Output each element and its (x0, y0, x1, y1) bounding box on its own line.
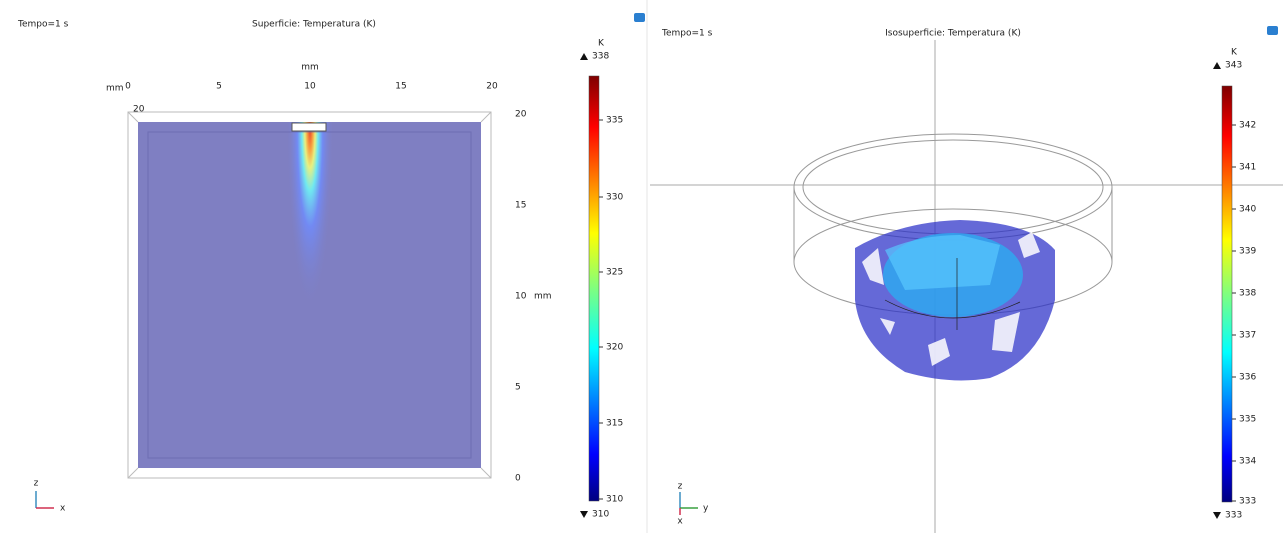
x-tick: 5 (216, 82, 222, 92)
z-tick: 0 (515, 474, 521, 484)
colorbar-tick: 340 (1239, 205, 1256, 215)
plot-title: Superficie: Temperatura (K) (252, 20, 376, 30)
colorbar-min: 333 (1225, 511, 1242, 521)
x-unit: mm (301, 63, 319, 73)
camera-icon[interactable] (634, 13, 645, 22)
camera-icon[interactable] (1267, 26, 1278, 35)
colorbar-unit: K (598, 39, 605, 49)
x-tick: 20 (486, 82, 498, 92)
colorbar-tick: 342 (1239, 121, 1256, 131)
colorbar-tick: 336 (1239, 373, 1256, 383)
time-label: Tempo=1 s (17, 20, 69, 30)
colorbar-unit: K (1231, 48, 1238, 58)
heat-source (292, 123, 326, 131)
min-marker (1213, 512, 1221, 519)
axis-label: z (678, 482, 683, 492)
plot-title: Isosuperficie: Temperatura (K) (885, 29, 1021, 39)
colorbar-tick: 339 (1239, 247, 1256, 257)
colorbar-ticks (599, 120, 603, 499)
colorbar-tick: 341 (1239, 163, 1256, 173)
body: Tempo=1 s Superficie: Temperatura (K) mm… (0, 0, 1283, 533)
time-label: Tempo=1 s (661, 29, 713, 39)
frame-edge (481, 112, 491, 122)
axis-label: x (60, 504, 66, 514)
axis-label: y (703, 504, 709, 514)
frame-edge (481, 468, 491, 478)
axis-label: z (34, 479, 39, 489)
colorbar-min: 310 (592, 510, 609, 520)
x-tick: 10 (304, 82, 316, 92)
colorbar-tick: 325 (606, 268, 623, 278)
axis-label: x (677, 517, 683, 527)
colorbar-tick: 335 (1239, 415, 1256, 425)
colorbar-tick: 320 (606, 343, 623, 353)
page: {"panels": [ {"time": "Tempo=1 s", "titl… (0, 0, 1283, 533)
colorbar-ticks: 342 341 340 339 338 337 336 335 334 333 (1232, 121, 1256, 507)
colorbar-tick: 338 (1239, 289, 1256, 299)
colorbar (589, 76, 599, 501)
colorbar-tick: 335 (606, 116, 623, 126)
x-tick: 15 (395, 82, 406, 92)
right-panel: Tempo=1 s Isosuperficie: Temperatura (K)… (650, 26, 1283, 533)
colorbar-tick: 310 (606, 495, 623, 505)
frame-edge (128, 468, 138, 478)
colorbar-tick: 333 (1239, 497, 1256, 507)
colorbar (1222, 86, 1232, 502)
max-marker (580, 53, 588, 60)
z-unit: mm (534, 292, 552, 302)
colorbar-max: 343 (1225, 61, 1242, 71)
colorbar-max: 338 (592, 52, 609, 62)
x-tick: 0 (125, 82, 131, 92)
colorbar-tick: 337 (1239, 331, 1256, 341)
z-tick: 15 (515, 201, 526, 211)
corner-tick: 20 (133, 105, 145, 115)
z-tick: 10 (515, 292, 527, 302)
heat-plume (138, 122, 481, 468)
colorbar-tick: 334 (1239, 457, 1256, 467)
colorbar-tick: 330 (606, 193, 623, 203)
screenshot: Tempo=1 s Superficie: Temperatura (K) mm… (0, 0, 1283, 533)
corner-unit: mm (106, 84, 124, 94)
colorbar-tick: 315 (606, 419, 623, 429)
z-tick: 5 (515, 383, 521, 393)
z-tick: 20 (515, 110, 527, 120)
max-marker (1213, 62, 1221, 69)
min-marker (580, 511, 588, 518)
left-panel: Tempo=1 s Superficie: Temperatura (K) mm… (17, 13, 645, 520)
